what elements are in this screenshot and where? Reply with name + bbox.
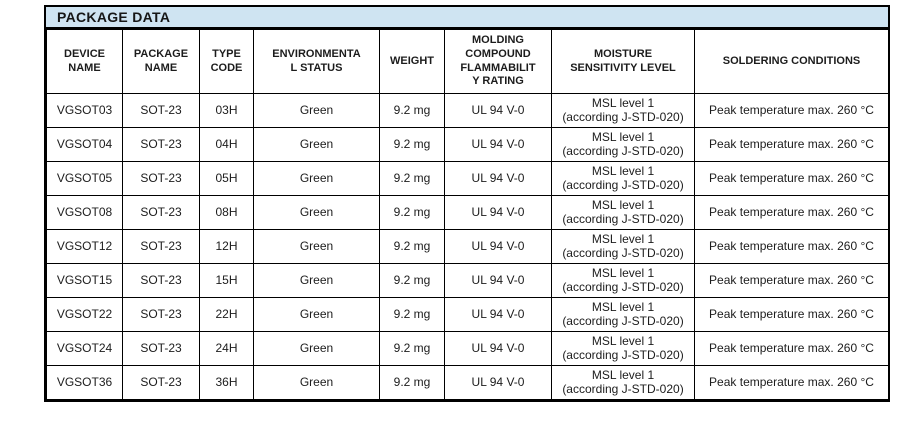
cell-soldering-conditions: Peak temperature max. 260 °C: [694, 93, 889, 128]
table-row: VGSOT03 SOT-23 03H Green 9.2 mg UL 94 V-0 MSL …: [46, 93, 889, 128]
cell-moisture-sensitivity-level: MSL level 1 (according J-STD-020): [551, 195, 695, 230]
cell-weight: 9.2 mg: [379, 331, 445, 366]
table-row: VGSOT04 SOT-23 04H Green 9.2 mg UL 94 V-0 MSL …: [46, 127, 889, 162]
cell-device-name: VGSOT03: [46, 93, 123, 128]
cell-weight: 9.2 mg: [379, 365, 445, 400]
cell-weight: 9.2 mg: [379, 263, 445, 298]
cell-weight: 9.2 mg: [379, 195, 445, 230]
cell-weight: 9.2 mg: [379, 127, 445, 162]
col-header-weight: WEIGHT: [379, 29, 445, 94]
cell-moisture-sensitivity-level: MSL level 1 (according J-STD-020): [551, 331, 695, 366]
cell-package-name: SOT-23: [122, 297, 200, 332]
cell-moisture-sensitivity-level: MSL level 1 (according J-STD-020): [551, 161, 695, 196]
cell-soldering-conditions: Peak temperature max. 260 °C: [694, 161, 889, 196]
cell-package-name: SOT-23: [122, 331, 200, 366]
cell-package-name: SOT-23: [122, 365, 200, 400]
col-header-type-code: TYPE CODE: [199, 29, 254, 94]
cell-type-code: 04H: [199, 127, 254, 162]
cell-package-name: SOT-23: [122, 229, 200, 264]
table-row: VGSOT36 SOT-23 36H Green 9.2 mg UL 94 V-0 MSL …: [46, 365, 889, 400]
table-row: VGSOT15 SOT-23 15H Green 9.2 mg UL 94 V-0 MSL …: [46, 263, 889, 298]
cell-molding-compound-flammability-rating: UL 94 V-0: [444, 297, 552, 332]
cell-type-code: 08H: [199, 195, 254, 230]
col-header-package-name: PACKAGE NAME: [122, 29, 200, 94]
cell-type-code: 03H: [199, 93, 254, 128]
cell-package-name: SOT-23: [122, 161, 200, 196]
cell-soldering-conditions: Peak temperature max. 260 °C: [694, 331, 889, 366]
cell-environmental-status: Green: [253, 161, 380, 196]
cell-environmental-status: Green: [253, 195, 380, 230]
cell-soldering-conditions: Peak temperature max. 260 °C: [694, 365, 889, 400]
cell-type-code: 12H: [199, 229, 254, 264]
cell-soldering-conditions: Peak temperature max. 260 °C: [694, 263, 889, 298]
section-title: PACKAGE DATA: [57, 9, 171, 25]
cell-package-name: SOT-23: [122, 93, 200, 128]
cell-device-name: VGSOT22: [46, 297, 123, 332]
cell-environmental-status: Green: [253, 229, 380, 264]
cell-device-name: VGSOT15: [46, 263, 123, 298]
col-header-moisture-sensitivity-level: MOISTURE SENSITIVITY LEVEL: [551, 29, 695, 94]
cell-device-name: VGSOT08: [46, 195, 123, 230]
cell-molding-compound-flammability-rating: UL 94 V-0: [444, 331, 552, 366]
cell-molding-compound-flammability-rating: UL 94 V-0: [444, 263, 552, 298]
cell-soldering-conditions: Peak temperature max. 260 °C: [694, 127, 889, 162]
cell-soldering-conditions: Peak temperature max. 260 °C: [694, 195, 889, 230]
cell-molding-compound-flammability-rating: UL 94 V-0: [444, 229, 552, 264]
cell-type-code: 36H: [199, 365, 254, 400]
cell-device-name: VGSOT04: [46, 127, 123, 162]
cell-soldering-conditions: Peak temperature max. 260 °C: [694, 297, 889, 332]
cell-molding-compound-flammability-rating: UL 94 V-0: [444, 365, 552, 400]
cell-environmental-status: Green: [253, 297, 380, 332]
cell-weight: 9.2 mg: [379, 229, 445, 264]
cell-package-name: SOT-23: [122, 195, 200, 230]
cell-environmental-status: Green: [253, 263, 380, 298]
cell-molding-compound-flammability-rating: UL 94 V-0: [444, 161, 552, 196]
cell-environmental-status: Green: [253, 127, 380, 162]
cell-moisture-sensitivity-level: MSL level 1 (according J-STD-020): [551, 297, 695, 332]
cell-type-code: 15H: [199, 263, 254, 298]
cell-package-name: SOT-23: [122, 263, 200, 298]
col-header-environmental-status: ENVIRONMENTA L STATUS: [253, 29, 380, 94]
cell-environmental-status: Green: [253, 365, 380, 400]
table-row: VGSOT24 SOT-23 24H Green 9.2 mg UL 94 V-0 MSL …: [46, 331, 889, 366]
cell-type-code: 22H: [199, 297, 254, 332]
cell-device-name: VGSOT12: [46, 229, 123, 264]
cell-type-code: 05H: [199, 161, 254, 196]
cell-soldering-conditions: Peak temperature max. 260 °C: [694, 229, 889, 264]
header-row: DEVICE NAME PACKAGE NAME TYPE CODE ENVIR…: [46, 29, 889, 94]
cell-weight: 9.2 mg: [379, 161, 445, 196]
cell-device-name: VGSOT24: [46, 331, 123, 366]
cell-type-code: 24H: [199, 331, 254, 366]
cell-weight: 9.2 mg: [379, 93, 445, 128]
table-row: VGSOT08 SOT-23 08H Green 9.2 mg UL 94 V-0 MSL …: [46, 195, 889, 230]
col-header-device-name: DEVICE NAME: [46, 29, 123, 94]
cell-molding-compound-flammability-rating: UL 94 V-0: [444, 127, 552, 162]
cell-device-name: VGSOT05: [46, 161, 123, 196]
package-data-table: DEVICE NAME PACKAGE NAME TYPE CODE ENVIR…: [46, 29, 889, 400]
cell-molding-compound-flammability-rating: UL 94 V-0: [444, 93, 552, 128]
cell-moisture-sensitivity-level: MSL level 1 (according J-STD-020): [551, 93, 695, 128]
cell-weight: 9.2 mg: [379, 297, 445, 332]
package-data-section: PACKAGE DATA DEVICE NAME PACKAGE NAME TY…: [44, 5, 890, 402]
cell-moisture-sensitivity-level: MSL level 1 (according J-STD-020): [551, 263, 695, 298]
col-header-soldering-conditions: SOLDERING CONDITIONS: [694, 29, 889, 94]
cell-moisture-sensitivity-level: MSL level 1 (according J-STD-020): [551, 229, 695, 264]
table-row: VGSOT12 SOT-23 12H Green 9.2 mg UL 94 V-0 MSL …: [46, 229, 889, 264]
table-row: VGSOT22 SOT-23 22H Green 9.2 mg UL 94 V-0 MSL …: [46, 297, 889, 332]
cell-molding-compound-flammability-rating: UL 94 V-0: [444, 195, 552, 230]
col-header-molding-compound-flammability-rating: MOLDING COMPOUND FLAMMABILIT Y RATING: [444, 29, 552, 94]
cell-package-name: SOT-23: [122, 127, 200, 162]
cell-environmental-status: Green: [253, 331, 380, 366]
section-title-bar: PACKAGE DATA: [46, 7, 888, 29]
cell-moisture-sensitivity-level: MSL level 1 (according J-STD-020): [551, 127, 695, 162]
cell-moisture-sensitivity-level: MSL level 1 (according J-STD-020): [551, 365, 695, 400]
table-row: VGSOT05 SOT-23 05H Green 9.2 mg UL 94 V-0 MSL …: [46, 161, 889, 196]
cell-device-name: VGSOT36: [46, 365, 123, 400]
table-body: VGSOT03 SOT-23 03H Green 9.2 mg UL 94 V-0 MSL …: [46, 93, 889, 400]
cell-environmental-status: Green: [253, 93, 380, 128]
